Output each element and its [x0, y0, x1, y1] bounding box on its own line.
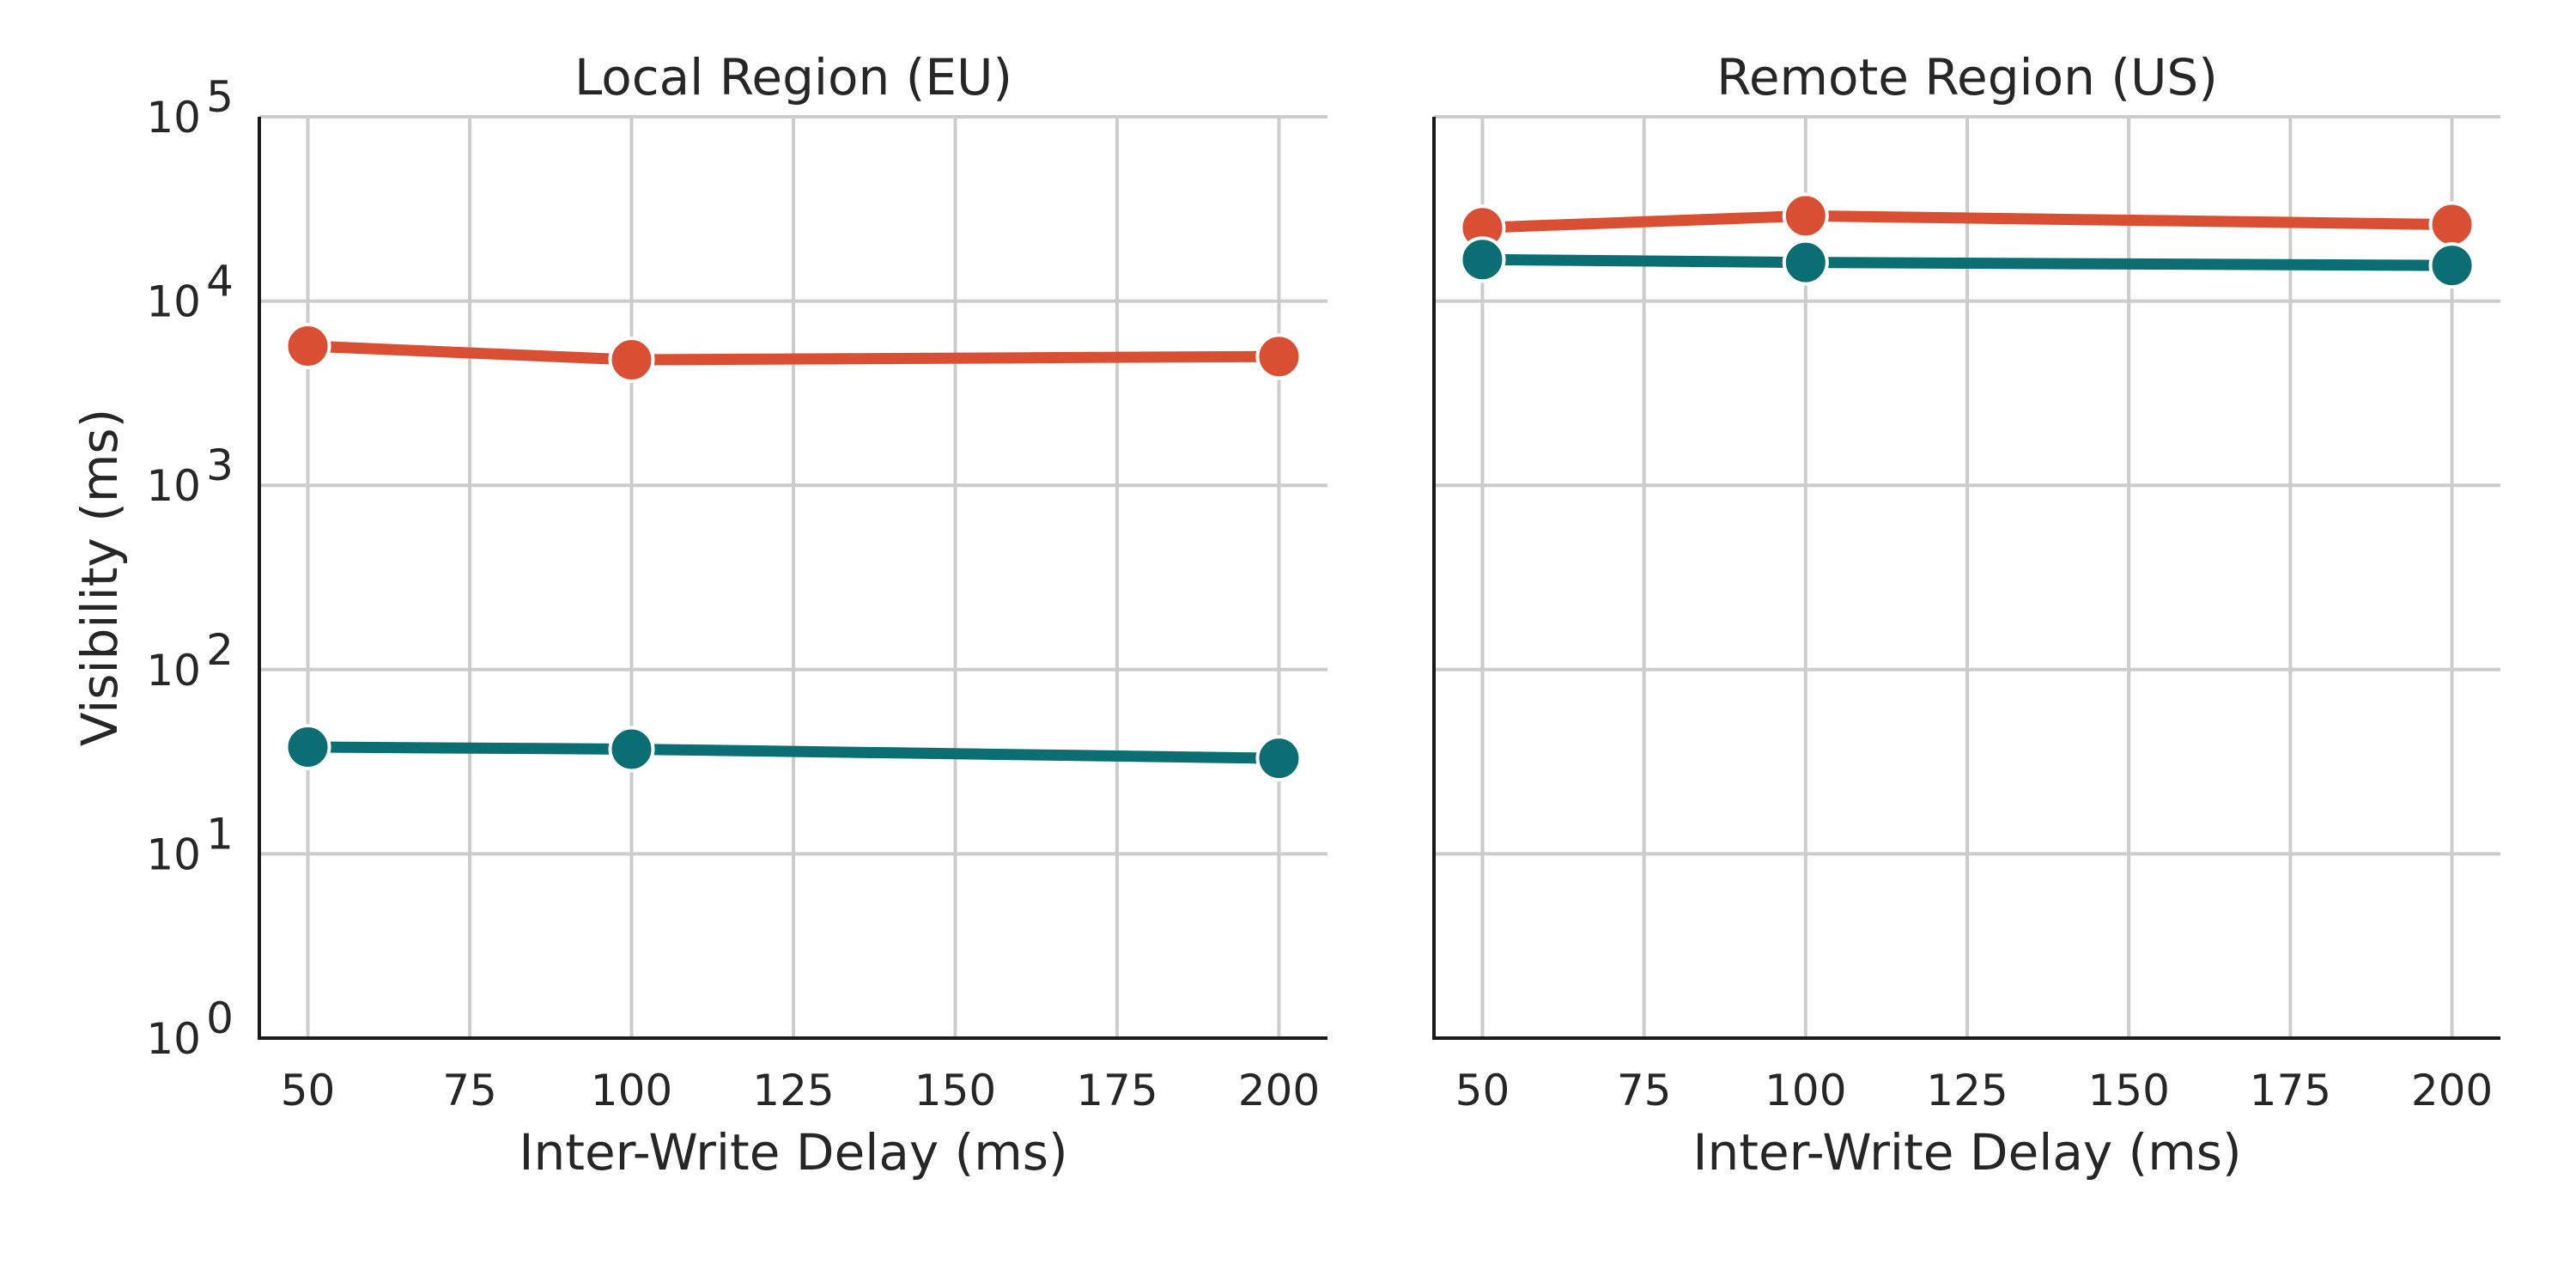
x-tick-label: 75: [1617, 1066, 1672, 1115]
data-point: [2428, 201, 2476, 248]
y-tick-exponent: 1: [206, 809, 234, 859]
data-point: [1255, 333, 1303, 380]
data-point: [1782, 192, 1829, 240]
panel-title: Remote Region (US): [1716, 48, 2218, 106]
y-tick-exponent: 4: [206, 257, 234, 307]
y-tick-label: 10: [146, 829, 201, 879]
y-tick-exponent: 5: [206, 72, 234, 122]
y-tick-base: 10: [146, 1014, 201, 1064]
x-tick-label: 100: [591, 1066, 672, 1115]
x-tick-label: 100: [1765, 1066, 1846, 1115]
y-tick-base: 10: [146, 461, 201, 511]
y-tick-base: 10: [146, 93, 201, 143]
data-point: [1255, 735, 1303, 782]
y-tick-label: 10: [146, 1014, 201, 1064]
panel-title: Local Region (EU): [574, 48, 1012, 106]
series-line: [302, 741, 1285, 764]
data-point: [608, 337, 655, 384]
series-line: [1476, 253, 2458, 271]
y-tick-base: 10: [146, 277, 201, 327]
x-tick-label: 125: [1926, 1066, 2008, 1115]
data-point: [284, 723, 331, 770]
x-tick-label: 50: [1455, 1066, 1510, 1115]
data-point: [608, 726, 655, 773]
y-tick-exponent: 3: [206, 440, 234, 490]
axis-spine: [258, 117, 1327, 1040]
y-axis-title: Visibility (ms): [70, 409, 129, 746]
x-tick-label: 200: [1238, 1066, 1320, 1115]
x-axis-title: Inter-Write Delay (ms): [1692, 1123, 2241, 1182]
data-point: [1459, 236, 1506, 283]
x-tick-label: 150: [2087, 1066, 2169, 1115]
x-tick-label: 75: [442, 1066, 497, 1115]
x-tick-label: 200: [2411, 1066, 2493, 1115]
x-axis-title: Inter-Write Delay (ms): [519, 1123, 1067, 1182]
y-tick-label: 10: [146, 93, 201, 143]
axis-spine: [1432, 117, 2500, 1040]
x-tick-label: 175: [1076, 1066, 1157, 1115]
y-tick-label: 10: [146, 461, 201, 511]
data-point: [2428, 242, 2476, 289]
y-tick-base: 10: [146, 646, 201, 696]
y-tick-exponent: 0: [206, 993, 234, 1043]
panel-remote-region: 50 75 100 125 150 175 200 Remote Region (US) Int…: [1432, 48, 2500, 1182]
data-point: [284, 322, 331, 369]
y-tick-base: 10: [146, 829, 201, 879]
y-tick-label: 10: [146, 646, 201, 696]
x-tick-label: 175: [2250, 1066, 2331, 1115]
x-tick-label: 50: [281, 1066, 336, 1115]
y-tick-exponent: 2: [206, 625, 234, 675]
x-tick-label: 150: [914, 1066, 996, 1115]
data-point: [1782, 239, 1829, 286]
x-tick-label: 125: [752, 1066, 834, 1115]
y-tick-label: 10: [146, 277, 201, 327]
